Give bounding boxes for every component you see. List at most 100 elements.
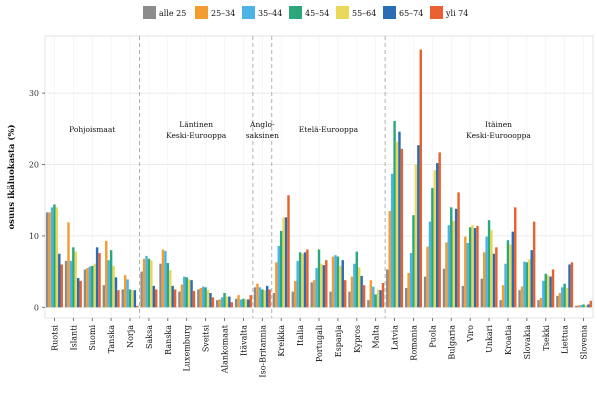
x-tick-label: Norja bbox=[126, 325, 135, 348]
bar bbox=[329, 291, 332, 308]
bar bbox=[306, 249, 309, 308]
bar bbox=[55, 207, 59, 308]
bar bbox=[506, 240, 510, 308]
bar bbox=[528, 259, 531, 308]
bar bbox=[412, 215, 415, 308]
bar bbox=[372, 286, 375, 308]
bar bbox=[360, 275, 363, 308]
bar bbox=[325, 260, 328, 308]
bar bbox=[93, 263, 96, 308]
x-tick-label: Latvia bbox=[391, 325, 400, 350]
bar bbox=[558, 293, 562, 308]
x-tick-label: Sveitsi bbox=[202, 325, 211, 353]
bar bbox=[178, 291, 181, 308]
bar bbox=[126, 279, 129, 308]
legend-label: 55–64 bbox=[352, 9, 376, 18]
bar bbox=[253, 287, 257, 308]
x-tick-label: Puola bbox=[428, 325, 437, 348]
bar bbox=[256, 283, 259, 308]
bar bbox=[279, 230, 283, 308]
bar bbox=[518, 290, 521, 308]
bar bbox=[183, 276, 186, 308]
bar bbox=[187, 279, 191, 308]
bar bbox=[386, 269, 389, 308]
bar bbox=[561, 287, 564, 308]
bar bbox=[284, 217, 288, 308]
bar bbox=[102, 285, 106, 308]
bar bbox=[549, 276, 552, 308]
bar bbox=[275, 262, 278, 308]
bar bbox=[577, 305, 580, 308]
bar bbox=[287, 195, 290, 308]
bar bbox=[258, 287, 262, 308]
bar bbox=[190, 280, 193, 308]
bar bbox=[504, 263, 507, 308]
bar bbox=[201, 286, 205, 308]
bar bbox=[161, 249, 165, 308]
bar bbox=[343, 280, 347, 308]
bar bbox=[570, 262, 574, 308]
bar bbox=[230, 302, 234, 308]
bar bbox=[436, 163, 439, 308]
bar bbox=[155, 289, 158, 308]
x-tick-label: Tsekki bbox=[542, 325, 551, 351]
bar bbox=[164, 250, 167, 308]
x-tick-label: Ranska bbox=[164, 325, 173, 355]
legend-label: 35–44 bbox=[258, 9, 282, 18]
bar bbox=[433, 170, 437, 308]
bar bbox=[492, 253, 496, 308]
bar bbox=[166, 263, 170, 308]
group-label: Anglo- bbox=[249, 120, 275, 129]
bar bbox=[128, 289, 132, 308]
bar bbox=[461, 285, 465, 308]
bar bbox=[514, 207, 517, 308]
x-tick-label: Saksa bbox=[145, 325, 154, 349]
bar bbox=[145, 255, 148, 308]
bar bbox=[471, 225, 474, 308]
bar bbox=[142, 258, 146, 308]
bar bbox=[109, 250, 113, 308]
bar bbox=[341, 260, 344, 308]
bar bbox=[98, 253, 101, 308]
bar bbox=[204, 287, 207, 308]
x-tick-label: Kreikka bbox=[277, 325, 286, 357]
bar bbox=[584, 305, 588, 308]
bar bbox=[265, 285, 269, 308]
bar bbox=[556, 295, 559, 308]
bar bbox=[249, 295, 252, 308]
bar bbox=[511, 231, 515, 308]
group-separators bbox=[139, 36, 386, 318]
bar bbox=[64, 260, 68, 308]
x-axis-ticks: Ruotsi Islanti Suomi Tanska Norja Saksa Ranska… bbox=[50, 318, 589, 378]
bar bbox=[228, 296, 231, 308]
bar bbox=[476, 225, 479, 308]
bar bbox=[107, 260, 110, 308]
bar bbox=[317, 249, 321, 308]
bar bbox=[393, 120, 396, 308]
bar bbox=[169, 270, 172, 308]
bar bbox=[209, 293, 212, 308]
bar bbox=[367, 300, 370, 308]
bar bbox=[350, 276, 354, 308]
group-label: Etelä-Eurooppa bbox=[299, 125, 359, 134]
x-tick-label: Islanti bbox=[69, 325, 78, 351]
bar bbox=[48, 212, 51, 308]
group-label: Itäinen bbox=[485, 120, 512, 129]
bar bbox=[473, 228, 477, 308]
bar bbox=[414, 164, 418, 308]
bar bbox=[499, 300, 502, 308]
bar bbox=[404, 288, 408, 308]
x-tick-label: Itävalta bbox=[239, 325, 248, 356]
bar bbox=[223, 293, 226, 308]
legend-label: 25–34 bbox=[211, 9, 235, 18]
bar bbox=[483, 252, 486, 308]
bar bbox=[362, 285, 366, 308]
bar bbox=[147, 258, 151, 308]
legend-swatch bbox=[383, 6, 396, 19]
bar bbox=[225, 296, 229, 308]
bar bbox=[525, 262, 529, 308]
bar bbox=[112, 265, 115, 308]
bar bbox=[575, 305, 578, 308]
legend: alle 25 25–34 35–44 45–54 55–64 65–74 yli 74 bbox=[143, 6, 468, 19]
bar bbox=[530, 250, 533, 308]
